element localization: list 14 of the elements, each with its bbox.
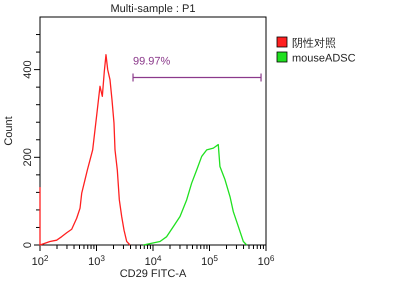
x-tick-label: 10$^{5}$ [201, 254, 218, 268]
legend-label: 阴性对照 [292, 36, 336, 50]
x-tick-label: 10$^{2}$ [32, 254, 49, 268]
y-tick-label: 400 [22, 60, 34, 79]
legend-label: mouseADSC [292, 52, 356, 64]
chart-title: Multi-sample : P1 [110, 3, 196, 15]
y-tick-label: 0 [22, 242, 34, 248]
x-tick-label: 10$^{3}$ [88, 254, 106, 268]
x-tick-label: 10$^{4}$ [144, 254, 162, 268]
y-tick-label: 200 [22, 148, 34, 166]
x-tick-label: 10$^{6}$ [258, 254, 275, 268]
x-axis-title: CD29 FITC-A [120, 268, 187, 280]
annotation: 99.97% [133, 56, 170, 68]
y-axis-title: Count [3, 116, 15, 146]
